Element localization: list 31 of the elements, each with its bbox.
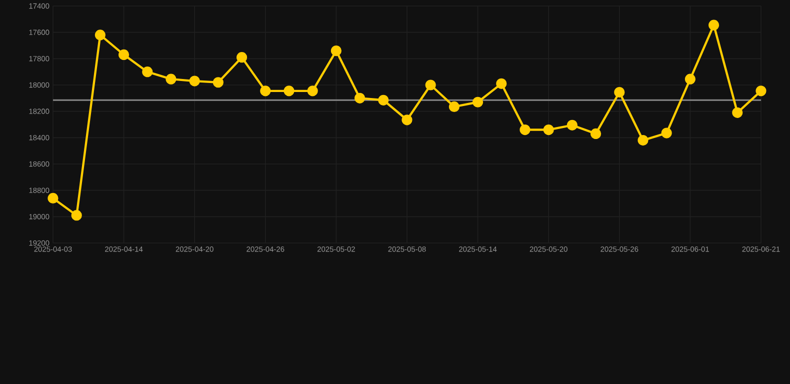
point [448,101,460,112]
point [708,20,720,30]
point [236,52,248,63]
point [118,49,130,60]
point [756,86,766,96]
point [543,124,554,136]
point [260,86,271,96]
point [354,92,366,104]
point [402,114,412,126]
point [307,86,318,96]
point [472,96,484,108]
point [520,124,530,136]
point [284,86,294,96]
point [496,78,507,89]
point [614,86,625,98]
point [142,66,153,78]
point [684,74,696,84]
point [94,30,106,40]
point [732,107,743,118]
point [71,210,82,221]
point [425,80,436,90]
point [661,128,672,138]
point [212,77,224,88]
point [48,192,58,204]
point [330,45,342,56]
point [566,120,578,130]
point [378,94,389,106]
point [166,74,176,84]
point [638,135,648,146]
point [590,128,602,140]
point [189,76,200,86]
